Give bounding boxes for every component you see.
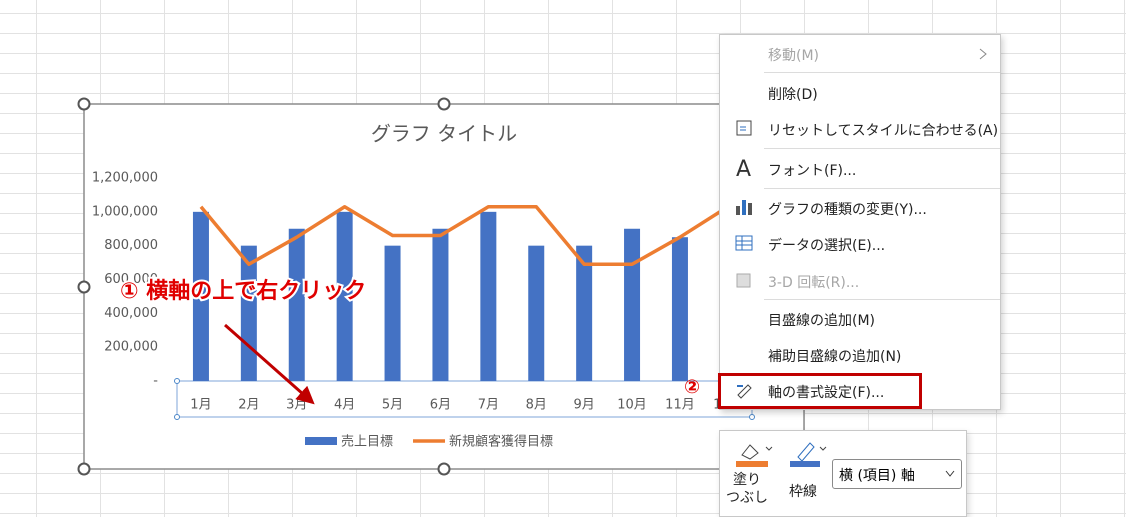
y-tick-label: 600,000 xyxy=(104,272,158,287)
x-tick-label: 9月 xyxy=(574,398,595,413)
selector-label: 横 (項目) 軸 xyxy=(839,468,915,484)
legend-label: 売上目標 xyxy=(341,434,393,450)
bar xyxy=(671,237,688,381)
menu-label: 削除(D) xyxy=(768,87,818,103)
resize-handle[interactable] xyxy=(77,97,91,111)
context-menu: 移動(M) 削除(D) リセットしてスタイルに合わせる(A) A フォント(F).… xyxy=(718,34,1001,410)
menu-item[interactable]: データの選択(E)... xyxy=(720,228,1000,260)
chart-title: グラフ タイトル xyxy=(371,122,517,146)
x-tick-label: 1月 xyxy=(190,398,211,413)
icon xyxy=(736,120,752,136)
axis-handle[interactable] xyxy=(174,414,180,420)
legend-swatch xyxy=(305,437,337,445)
outline-icon[interactable] xyxy=(788,437,828,469)
bar xyxy=(288,228,305,381)
y-tick-label: 800,000 xyxy=(104,238,158,253)
icon xyxy=(735,235,753,251)
resize-handle[interactable] xyxy=(437,97,451,111)
bar xyxy=(480,211,497,381)
menu-item: 3-D 回転(R)... xyxy=(720,265,1000,297)
menu-item[interactable]: 目盛線の追加(M) xyxy=(720,303,1000,335)
separator xyxy=(764,188,1000,189)
icon xyxy=(736,273,751,288)
bar xyxy=(192,211,209,381)
menu-label: 軸の書式設定(F)... xyxy=(768,385,885,401)
outline-label[interactable]: 枠線 xyxy=(789,484,817,500)
bar xyxy=(624,228,641,381)
bar xyxy=(528,245,545,381)
dropdown-arrow xyxy=(945,470,955,477)
resize-handle[interactable] xyxy=(77,280,91,294)
bar xyxy=(384,245,401,381)
x-tick-label: 6月 xyxy=(430,398,451,413)
x-tick-label: 2月 xyxy=(238,398,259,413)
icon: A xyxy=(736,158,751,180)
handles xyxy=(77,97,755,476)
menu-label: グラフの種類の変更(Y)... xyxy=(768,202,927,218)
x-tick-label: 4月 xyxy=(334,398,355,413)
menu-item[interactable]: 補助目盛線の追加(N) xyxy=(720,339,1000,371)
bar xyxy=(240,245,257,381)
plot: - 200,000 400,000 600,000 800,000 1,000,000 1,… xyxy=(92,171,743,450)
separator xyxy=(764,148,1000,149)
fill-label[interactable]: 塗りつぶし xyxy=(726,472,768,506)
x-tick-label: 10月 xyxy=(617,398,647,413)
icon xyxy=(736,200,752,215)
legend-label: 新規顧客獲得目標 xyxy=(449,434,553,450)
submenu-arrow xyxy=(979,48,987,60)
menu-item[interactable]: 削除(D) xyxy=(720,77,1000,109)
menu-label: データの選択(E)... xyxy=(768,238,886,254)
annotation: ② xyxy=(684,376,701,398)
menu-item[interactable]: 軸の書式設定(F)... xyxy=(718,373,922,409)
y-tick-label: - xyxy=(153,374,158,389)
axis-handle[interactable] xyxy=(174,378,180,384)
svg-text:A: A xyxy=(736,158,751,180)
menu-item[interactable]: A フォント(F)... xyxy=(720,153,1000,185)
y-tick-label: 1,200,000 xyxy=(92,171,158,186)
menu-label: 移動(M) xyxy=(768,48,820,64)
mini-toolbar: 塗りつぶし 枠線 横 (項目) 軸 xyxy=(719,430,967,517)
axis-handle[interactable] xyxy=(749,414,755,420)
fill-icon[interactable] xyxy=(734,437,774,469)
bar xyxy=(576,245,593,381)
menu-label: 3-D 回転(R)... xyxy=(768,275,860,291)
y-tick-label: 400,000 xyxy=(104,306,158,321)
line xyxy=(199,205,729,267)
menu-label: 補助目盛線の追加(N) xyxy=(768,349,902,365)
element-selector[interactable]: 横 (項目) 軸 xyxy=(832,459,962,489)
menu-item: 移動(M) xyxy=(720,38,1000,70)
y-tick-label: 1,000,000 xyxy=(92,204,158,219)
separator xyxy=(764,72,1000,73)
x-tick-label: 11月 xyxy=(665,398,695,413)
resize-handle[interactable] xyxy=(77,462,91,476)
menu-label: リセットしてスタイルに合わせる(A) xyxy=(768,123,999,139)
x-tick-label: 7月 xyxy=(478,398,499,413)
resize-handle[interactable] xyxy=(437,462,451,476)
menu-item[interactable]: グラフの種類の変更(Y)... xyxy=(720,192,1000,224)
bar xyxy=(336,211,353,381)
icon xyxy=(737,384,752,399)
annotation: ① 横軸の上で右クリック xyxy=(120,278,366,304)
x-tick-label: 8月 xyxy=(526,398,547,413)
x-tick-label: 5月 xyxy=(382,398,403,413)
menu-item[interactable]: リセットしてスタイルに合わせる(A) xyxy=(720,113,1000,145)
menu-label: 目盛線の追加(M) xyxy=(768,313,876,329)
menu-label: フォント(F)... xyxy=(768,163,857,179)
y-tick-label: 200,000 xyxy=(104,340,158,355)
x-tick-label: 3月 xyxy=(286,398,307,413)
arrow xyxy=(224,323,315,405)
separator xyxy=(764,299,1000,300)
bar xyxy=(432,228,449,381)
